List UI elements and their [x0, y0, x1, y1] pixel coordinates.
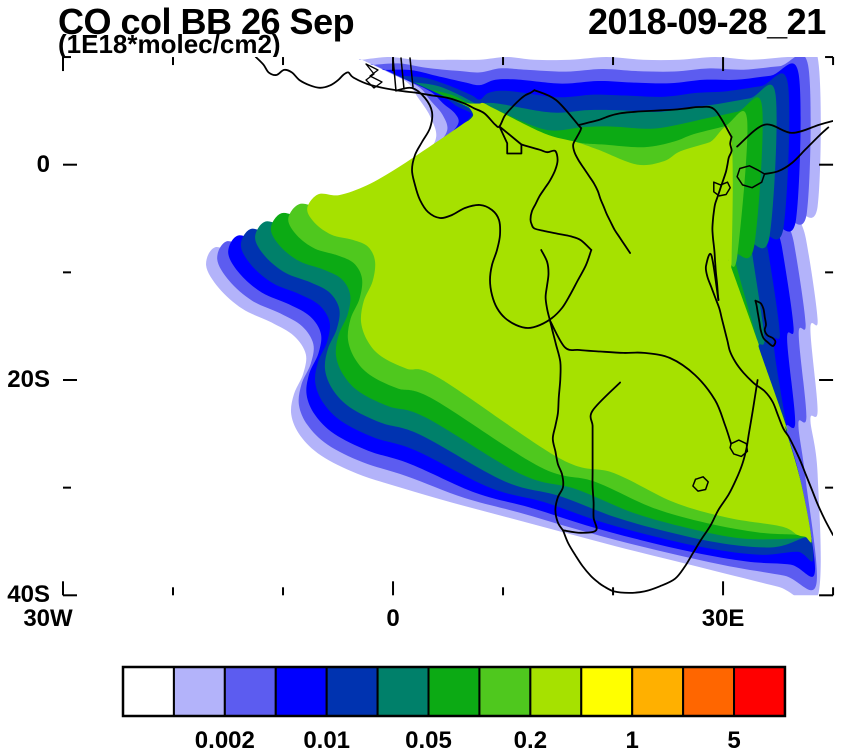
- svg-text:0.002: 0.002: [195, 727, 255, 750]
- svg-text:5: 5: [727, 727, 740, 750]
- svg-text:1: 1: [626, 727, 639, 750]
- svg-text:0.05: 0.05: [405, 727, 452, 750]
- svg-text:0.2: 0.2: [514, 727, 547, 750]
- svg-text:0.01: 0.01: [303, 727, 350, 750]
